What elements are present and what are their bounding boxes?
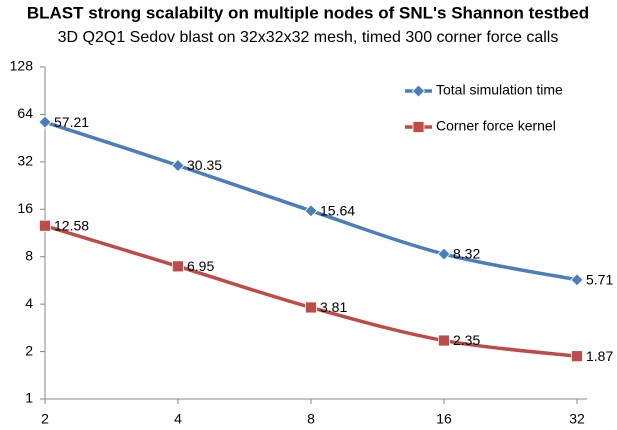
- legend-label: Corner force kernel: [436, 118, 556, 134]
- point: [304, 204, 318, 218]
- point: [305, 301, 317, 314]
- series-line: [44, 224, 578, 358]
- y-tick-label: 8: [25, 247, 33, 263]
- legend-marker: [411, 84, 426, 98]
- data-label: 3.81: [320, 299, 347, 315]
- x-tick-label: 8: [307, 411, 315, 427]
- data-label: 1.87: [586, 348, 613, 364]
- x-tick-label: 32: [569, 411, 585, 427]
- y-tick-label: 128: [10, 58, 34, 74]
- point: [437, 247, 451, 261]
- chart-subtitle: 3D Q2Q1 Sedov blast on 32x32x32 mesh, ti…: [58, 29, 559, 46]
- legend-marker: [412, 121, 425, 133]
- point: [570, 273, 584, 287]
- point: [571, 350, 583, 363]
- point: [172, 260, 184, 273]
- point: [171, 158, 185, 173]
- y-tick-label: 64: [17, 105, 33, 121]
- data-label: 8.32: [453, 246, 480, 262]
- point: [438, 334, 450, 347]
- x-tick-label: 16: [436, 411, 452, 427]
- point: [38, 115, 52, 129]
- chart-title: BLAST strong scalabilty on multiple node…: [27, 3, 589, 22]
- x-tick-label: 2: [41, 411, 49, 427]
- data-label: 15.64: [320, 203, 355, 219]
- point: [39, 219, 51, 232]
- data-label: 57.21: [54, 114, 89, 130]
- series-line: [44, 120, 578, 282]
- y-tick-label: 4: [25, 295, 33, 311]
- data-label: 5.71: [586, 271, 613, 287]
- data-label: 30.35: [187, 157, 222, 173]
- y-tick-label: 32: [17, 153, 33, 169]
- data-label: 6.95: [187, 258, 214, 274]
- data-label: 2.35: [453, 332, 480, 348]
- legend-label: Total simulation time: [436, 82, 563, 98]
- data-label: 12.58: [54, 217, 89, 233]
- y-tick-label: 1: [25, 390, 33, 406]
- x-tick-label: 4: [174, 411, 182, 427]
- y-tick-label: 2: [25, 342, 33, 358]
- y-tick-label: 16: [17, 200, 33, 216]
